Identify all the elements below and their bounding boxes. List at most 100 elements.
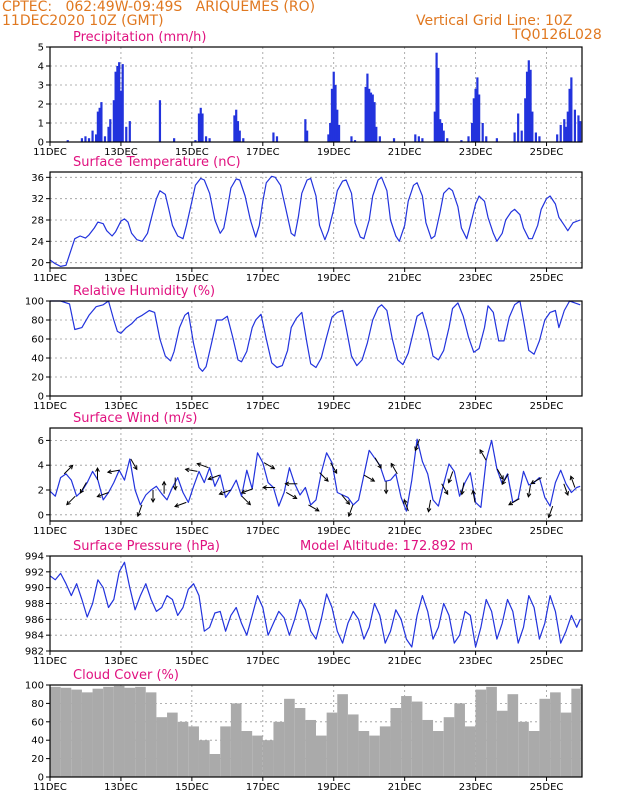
wind-arrow xyxy=(79,482,87,494)
precip-xtick-label: 11DEC xyxy=(33,147,67,158)
precip-bar xyxy=(366,73,369,142)
cloud-area-slice xyxy=(103,686,114,777)
cloud-xtick-label: 21DEC xyxy=(388,782,422,793)
wind-arrow xyxy=(174,501,187,507)
precip-xtick-label: 13DEC xyxy=(104,147,138,158)
wind-arrow xyxy=(501,473,509,485)
wind-arrow xyxy=(441,483,449,495)
wind-series-line xyxy=(49,438,581,512)
precip-bar xyxy=(332,71,335,142)
wind-arrowhead xyxy=(68,464,74,470)
precip-title: Precipitation (mm/h) xyxy=(73,30,206,45)
precip-bar xyxy=(242,138,245,142)
precip-bar xyxy=(559,124,562,142)
pres-xtick-label: 23DEC xyxy=(459,656,493,667)
wind-arrowhead xyxy=(207,475,213,481)
temp-xtick-label: 21DEC xyxy=(388,273,422,284)
wind-arrow xyxy=(527,484,531,497)
wind-arrow xyxy=(330,462,338,474)
cloud-ytick-label: 100 xyxy=(25,681,44,692)
wind-arrow xyxy=(130,458,138,470)
cloud-area-slice xyxy=(326,712,338,777)
precip-frame xyxy=(49,46,583,143)
cloud-area-slice xyxy=(475,689,487,777)
wind-xtick-label: 15DEC xyxy=(175,526,209,537)
temp-xtick-label: 23DEC xyxy=(459,273,493,284)
wind-arrowhead xyxy=(370,477,376,482)
precip-bar xyxy=(112,100,115,142)
header-date: 11DEC2020 10Z (GMT) xyxy=(2,13,164,29)
cloud-frame xyxy=(49,684,583,778)
wind-arrowhead xyxy=(150,498,156,504)
wind-arrowhead xyxy=(471,489,476,495)
cloud-area-slice xyxy=(156,717,168,777)
cloud-area-slice xyxy=(560,712,572,777)
wind-arrow xyxy=(390,463,398,475)
cloud-area-slice xyxy=(113,685,125,777)
pres-xtick-label: 25DEC xyxy=(530,656,564,667)
wind-arrowhead xyxy=(161,480,167,486)
temp-ytick-label: 32 xyxy=(31,194,44,205)
precip-bar xyxy=(128,121,131,142)
wind-arrowhead xyxy=(443,490,449,496)
cloud-ytick-label: 40 xyxy=(31,736,44,747)
rh-xtick-label: 13DEC xyxy=(104,401,138,412)
cloud-panel: 0 20 40 60 80 100 11DEC 13DEC 15DEC 17DEC 19DEC 21D… xyxy=(25,668,583,793)
wind-arrowhead xyxy=(292,494,298,500)
header-code: TQ0126L028 xyxy=(512,27,602,43)
precip-bar xyxy=(529,69,532,142)
wind-arrow xyxy=(319,472,329,482)
cloud-area-slice xyxy=(422,719,434,777)
precip-bar xyxy=(527,60,530,142)
wind-arrow xyxy=(107,469,120,473)
wind-arrow xyxy=(448,471,454,483)
pres-ytick-label: 982 xyxy=(25,647,44,658)
cloud-area-slice xyxy=(580,686,582,777)
cloud-area-slice xyxy=(81,692,93,777)
cloud-area-slice xyxy=(220,726,231,777)
pres-ytick-label: 992 xyxy=(25,567,44,578)
cloud-area-slice xyxy=(379,726,391,777)
wind-arrowhead xyxy=(345,500,351,505)
cloud-area-slice xyxy=(241,731,253,777)
precip-bar xyxy=(474,88,477,142)
precip-bar xyxy=(524,98,527,142)
wind-arrow xyxy=(263,462,275,470)
precip-bar xyxy=(197,113,201,142)
cloud-xtick-label: 15DEC xyxy=(175,782,209,793)
temp-ytick-label: 36 xyxy=(31,173,44,184)
cloud-ytick-label: 20 xyxy=(31,754,44,765)
wind-arrow xyxy=(530,477,542,485)
rh-series-line xyxy=(50,300,581,372)
cloud-area-slice xyxy=(177,721,189,777)
cloud-xtick-label: 19DEC xyxy=(317,782,351,793)
precip-bar xyxy=(517,113,520,142)
cloud-area-slice xyxy=(358,731,370,777)
wind-arrow xyxy=(97,492,109,498)
wind-arrowhead xyxy=(196,462,202,467)
precip-bar xyxy=(566,111,569,142)
precip-bar xyxy=(103,136,107,142)
precip-bar xyxy=(481,123,484,142)
wind-arrowhead xyxy=(262,485,267,490)
header-grid-note: Vertical Grid Line: 10Z xyxy=(416,13,573,29)
cloud-area-slice xyxy=(124,687,136,777)
precip-bar xyxy=(330,88,334,142)
precip-panel: 0 1 2 3 4 5 11DEC 13DEC 15DEC 17DEC 19DEC 21DEC 23DE… xyxy=(33,30,583,158)
cloud-area-slice xyxy=(284,698,295,777)
wind-arrow xyxy=(348,504,354,517)
precip-bar xyxy=(531,111,534,142)
precip-bar xyxy=(173,138,176,142)
precip-bar xyxy=(421,138,424,142)
precip-bar xyxy=(460,140,463,142)
cloud-area-slice xyxy=(92,688,104,777)
precip-bar xyxy=(440,123,444,142)
precip-bar xyxy=(158,100,162,142)
precip-bar xyxy=(107,126,110,142)
wind-xtick-label: 23DEC xyxy=(459,526,493,537)
precip-bar xyxy=(442,130,445,142)
precip-bar xyxy=(350,136,353,142)
wind-arrow xyxy=(479,449,487,461)
wind-arrowhead xyxy=(95,467,100,472)
cloud-area-slice xyxy=(167,712,178,777)
